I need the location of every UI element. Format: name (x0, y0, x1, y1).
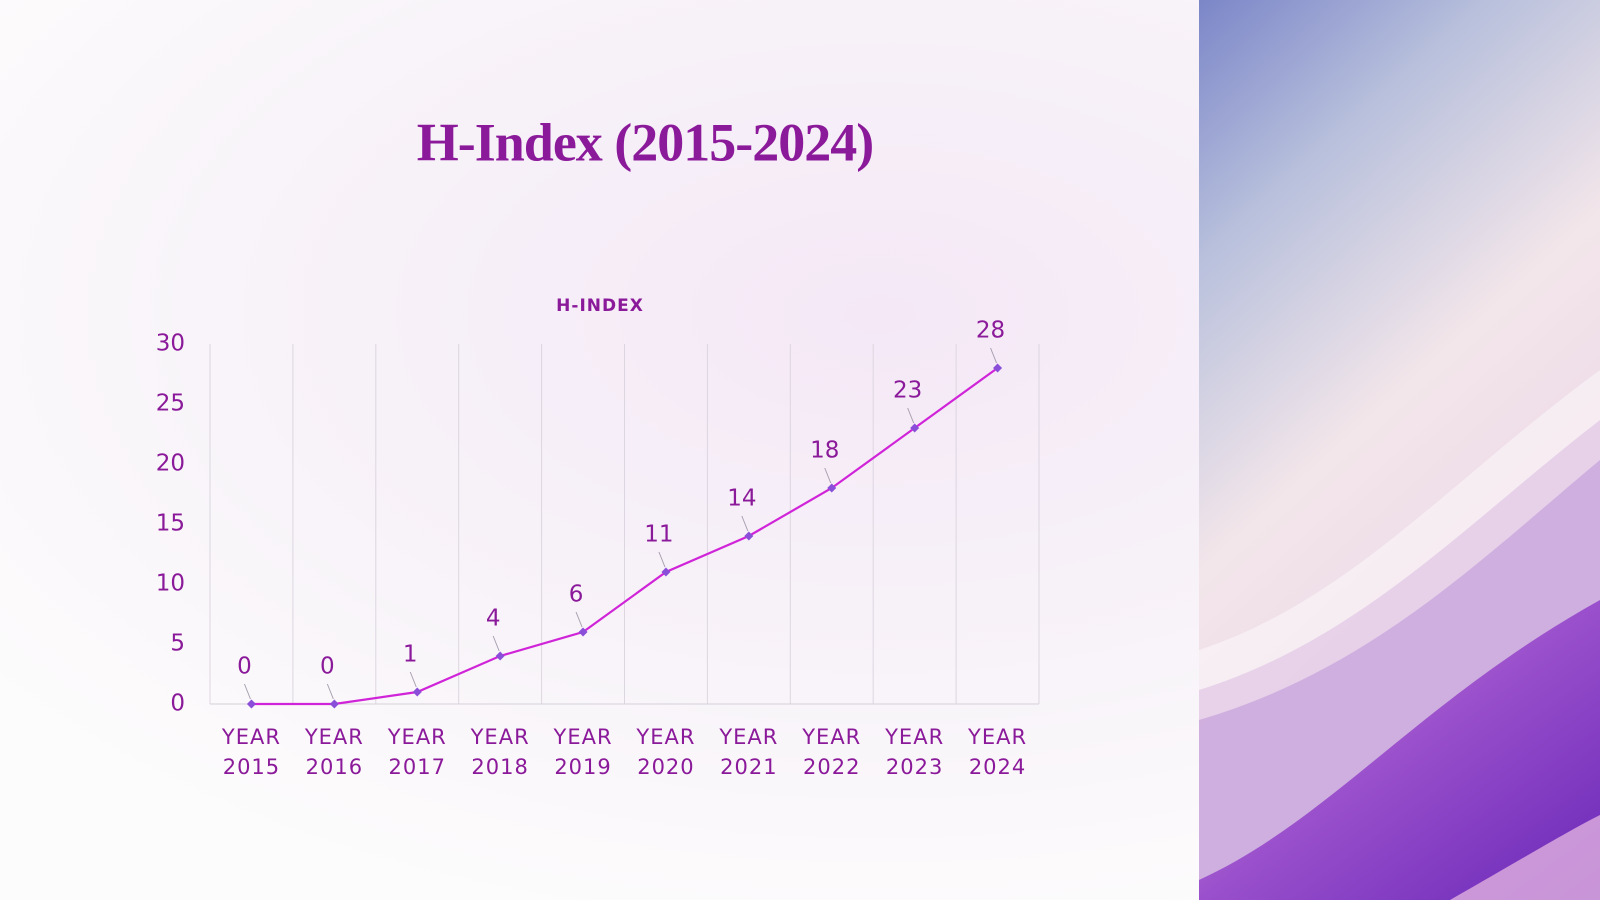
data-label: 6 (569, 582, 584, 608)
y-tick-label: 10 (156, 571, 185, 597)
x-tick-label: YEAR 2020 (636, 725, 696, 779)
point (993, 363, 1003, 373)
y-tick-label: 15 (156, 511, 185, 537)
label-leader (409, 671, 417, 688)
point (661, 567, 671, 577)
data-label: 0 (237, 654, 252, 680)
x-tick-label: YEAR 2017 (387, 725, 447, 779)
label-leader (907, 407, 915, 424)
label-leader (658, 551, 666, 568)
x-tick-label: YEAR 2018 (470, 725, 530, 779)
x-tick-label: YEAR 2016 (304, 725, 364, 779)
y-tick-label: 0 (170, 691, 185, 717)
label-leader (824, 467, 832, 484)
y-tick-label: 5 (170, 631, 185, 657)
point (578, 627, 588, 637)
y-tick-label: 30 (156, 331, 185, 357)
point (329, 699, 339, 709)
y-tick-label: 20 (156, 451, 185, 477)
point (910, 423, 920, 433)
x-tick-label: YEAR 2024 (968, 725, 1028, 779)
chart-subtitle: H-INDEX (556, 296, 644, 316)
data-label: 23 (893, 378, 922, 404)
chart-title: H-Index (2015-2024) (417, 112, 873, 172)
label-leader (741, 515, 749, 532)
data-label: 0 (320, 654, 335, 680)
label-leader (326, 683, 334, 700)
label-leader (492, 635, 500, 652)
x-tick-label: YEAR 2023 (885, 725, 945, 779)
x-tick-label: YEAR 2019 (553, 725, 613, 779)
side-panel (1199, 0, 1600, 900)
data-label: 18 (810, 438, 839, 464)
y-tick-label: 25 (156, 391, 185, 417)
series-line (251, 367, 999, 706)
point (246, 699, 256, 709)
x-tick-label: YEAR 2015 (221, 725, 281, 779)
label-leader (575, 611, 583, 628)
data-label: 4 (486, 606, 501, 632)
point (412, 687, 422, 697)
data-label: 11 (644, 522, 673, 548)
data-label: 1 (403, 642, 418, 668)
point (744, 531, 754, 541)
x-tick-label: YEAR 2022 (802, 725, 862, 779)
x-tick-label: YEAR 2021 (719, 725, 779, 779)
label-leader (990, 347, 998, 364)
point (827, 483, 837, 493)
point (495, 651, 505, 661)
data-label: 28 (976, 318, 1005, 344)
data-label: 14 (727, 486, 756, 512)
label-leader (243, 683, 251, 700)
